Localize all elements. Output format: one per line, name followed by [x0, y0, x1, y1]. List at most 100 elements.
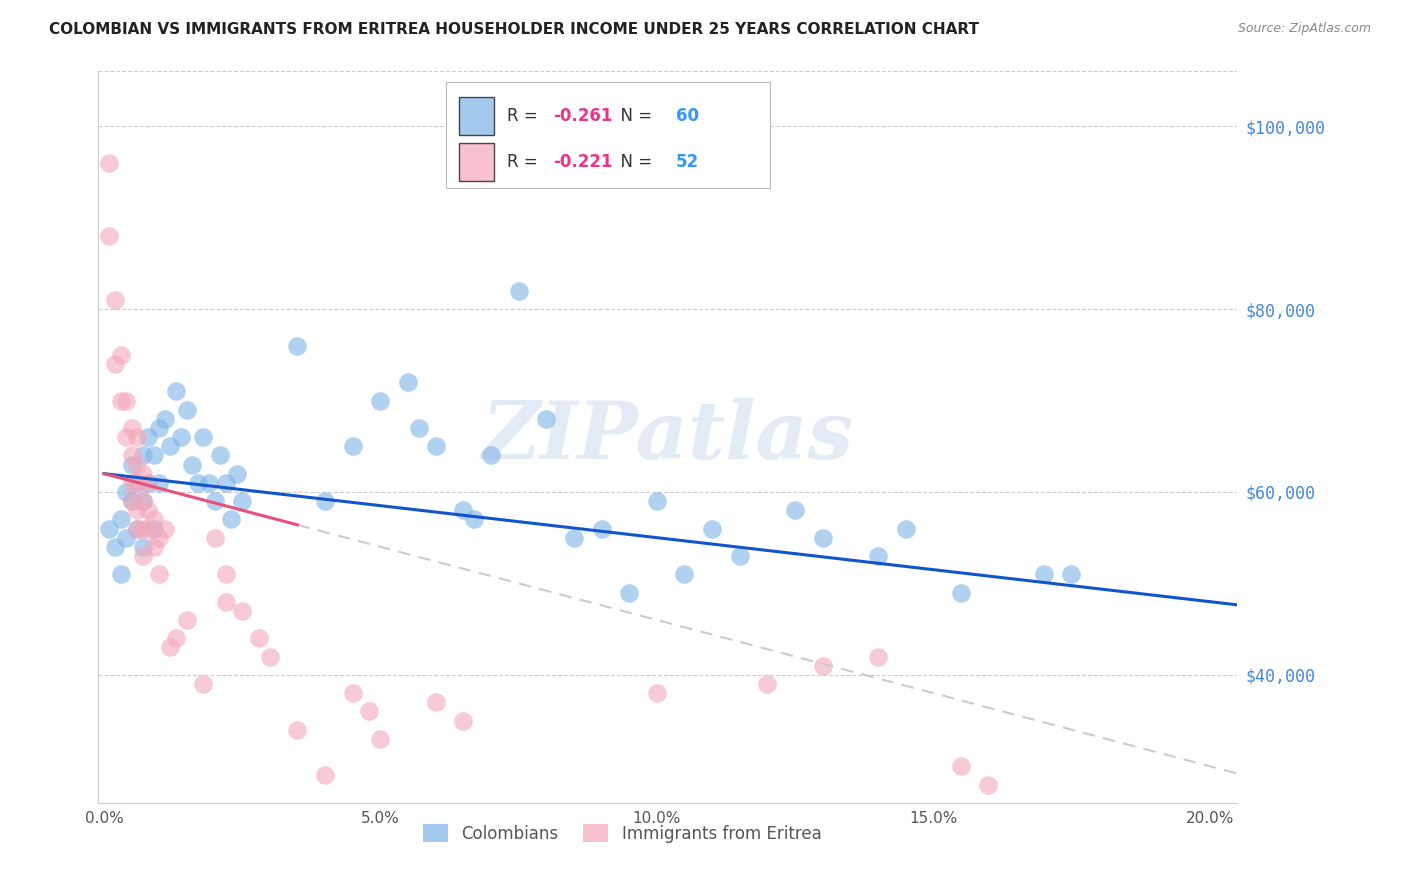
- Point: [1060, 567, 1083, 582]
- Point: [170, 430, 193, 444]
- Point: [314, 494, 336, 508]
- Point: [534, 411, 557, 425]
- Point: [131, 521, 153, 535]
- Point: [142, 521, 165, 535]
- Point: [142, 540, 165, 554]
- Point: [148, 421, 170, 435]
- Text: 60: 60: [676, 107, 699, 125]
- FancyBboxPatch shape: [460, 143, 494, 181]
- Point: [370, 731, 392, 746]
- Point: [645, 686, 668, 700]
- Text: -0.261: -0.261: [553, 107, 612, 125]
- Point: [98, 521, 121, 535]
- Point: [479, 448, 502, 462]
- Point: [408, 421, 430, 435]
- Point: [127, 475, 149, 490]
- Point: [591, 521, 613, 535]
- Point: [894, 521, 917, 535]
- Legend: Colombians, Immigrants from Eritrea: Colombians, Immigrants from Eritrea: [416, 818, 828, 849]
- Point: [121, 494, 143, 508]
- Point: [104, 357, 127, 371]
- Point: [811, 531, 834, 545]
- Point: [131, 448, 153, 462]
- Point: [287, 723, 309, 737]
- Point: [176, 402, 198, 417]
- Point: [314, 768, 336, 782]
- Point: [463, 512, 485, 526]
- Point: [425, 695, 447, 709]
- Point: [756, 677, 779, 691]
- Point: [700, 521, 723, 535]
- Point: [1032, 567, 1054, 582]
- Point: [231, 494, 253, 508]
- Point: [617, 585, 640, 599]
- Point: [187, 475, 209, 490]
- Point: [811, 658, 834, 673]
- Point: [115, 531, 138, 545]
- Point: [453, 503, 475, 517]
- Point: [127, 475, 149, 490]
- Point: [142, 512, 165, 526]
- Text: COLOMBIAN VS IMMIGRANTS FROM ERITREA HOUSEHOLDER INCOME UNDER 25 YEARS CORRELATI: COLOMBIAN VS IMMIGRANTS FROM ERITREA HOU…: [49, 22, 979, 37]
- Point: [148, 567, 170, 582]
- Point: [396, 375, 419, 389]
- Point: [127, 430, 149, 444]
- Point: [159, 640, 181, 655]
- Text: 52: 52: [676, 153, 699, 171]
- Point: [214, 594, 236, 608]
- Point: [645, 494, 668, 508]
- Point: [949, 759, 972, 773]
- Point: [121, 448, 143, 462]
- Point: [508, 284, 530, 298]
- Point: [136, 521, 159, 535]
- Point: [131, 467, 153, 481]
- Point: [110, 348, 132, 362]
- Point: [153, 521, 176, 535]
- Point: [110, 567, 132, 582]
- Point: [98, 228, 121, 243]
- Point: [866, 649, 889, 664]
- Text: ZIPatlas: ZIPatlas: [482, 399, 853, 475]
- Point: [136, 475, 159, 490]
- Point: [165, 631, 187, 645]
- Text: -0.221: -0.221: [553, 153, 613, 171]
- Point: [977, 777, 1000, 792]
- Point: [342, 439, 364, 453]
- Point: [181, 458, 204, 472]
- Point: [110, 393, 132, 408]
- Point: [193, 677, 215, 691]
- Point: [98, 155, 121, 169]
- Point: [142, 448, 165, 462]
- Point: [866, 549, 889, 563]
- Point: [121, 494, 143, 508]
- Point: [110, 512, 132, 526]
- Point: [136, 475, 159, 490]
- Point: [148, 475, 170, 490]
- Point: [259, 649, 281, 664]
- Point: [159, 439, 181, 453]
- Point: [115, 484, 138, 499]
- Text: R =: R =: [508, 107, 543, 125]
- Point: [359, 704, 381, 718]
- Point: [949, 585, 972, 599]
- Point: [104, 540, 127, 554]
- Point: [121, 475, 143, 490]
- Point: [121, 458, 143, 472]
- Point: [247, 631, 270, 645]
- Point: [728, 549, 751, 563]
- Point: [198, 475, 221, 490]
- Point: [104, 293, 127, 307]
- Point: [121, 421, 143, 435]
- Point: [127, 521, 149, 535]
- Point: [370, 393, 392, 408]
- Text: Source: ZipAtlas.com: Source: ZipAtlas.com: [1237, 22, 1371, 36]
- Point: [176, 613, 198, 627]
- Point: [193, 430, 215, 444]
- Point: [131, 494, 153, 508]
- Point: [115, 430, 138, 444]
- Point: [136, 503, 159, 517]
- Point: [453, 714, 475, 728]
- Point: [342, 686, 364, 700]
- FancyBboxPatch shape: [460, 97, 494, 136]
- Point: [131, 549, 153, 563]
